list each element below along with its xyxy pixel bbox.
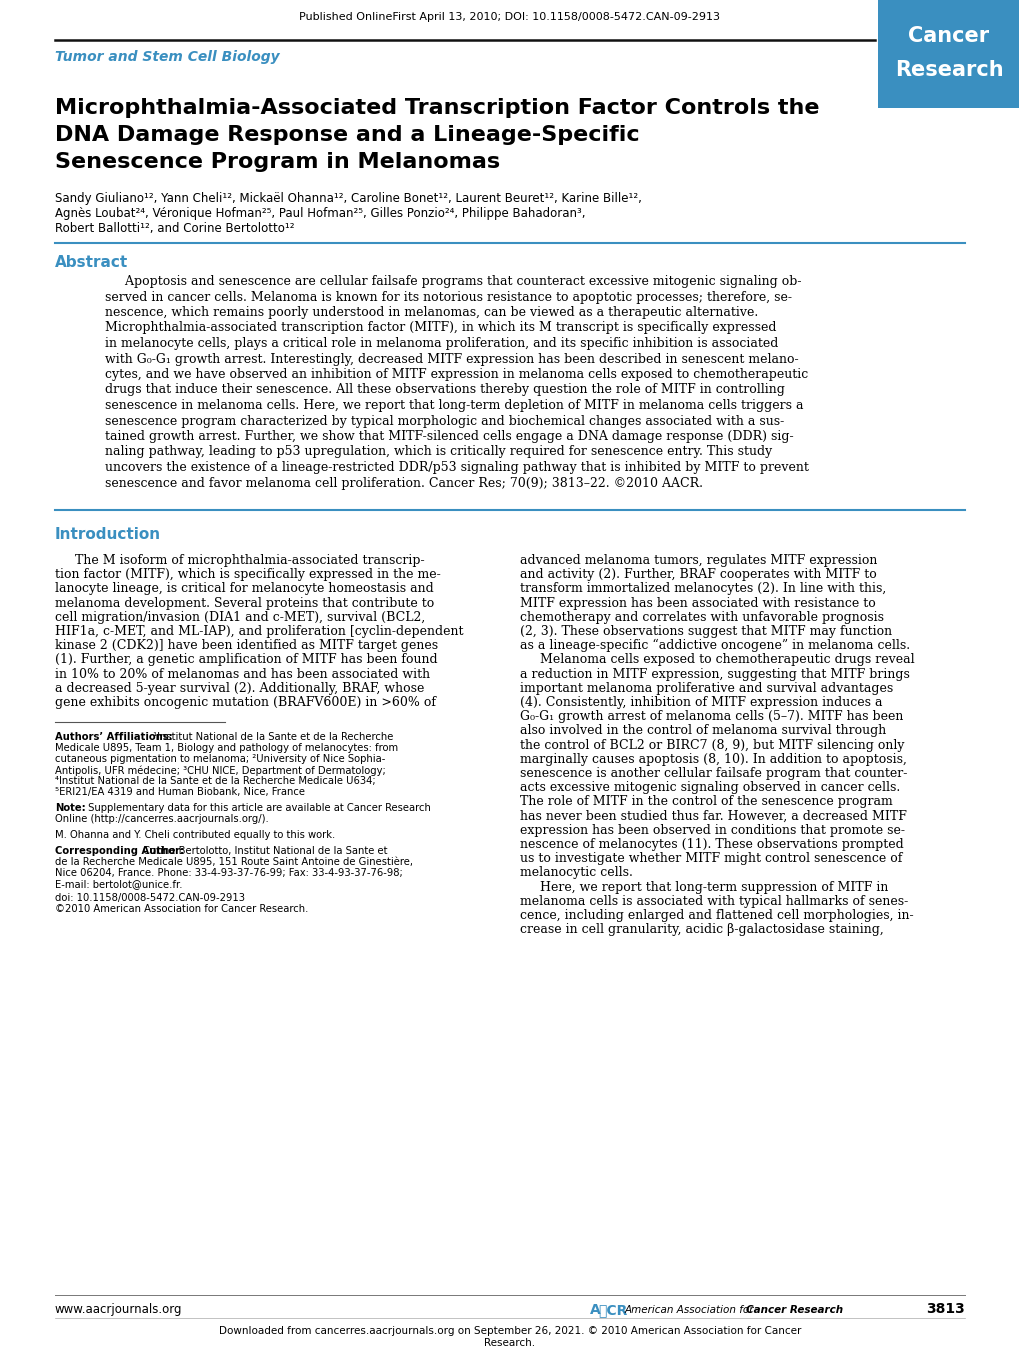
Text: naling pathway, leading to p53 upregulation, which is critically required for se: naling pathway, leading to p53 upregulat… [105,445,771,459]
Text: marginally causes apoptosis (8, 10). In addition to apoptosis,: marginally causes apoptosis (8, 10). In … [520,753,906,766]
Text: Sandy Giuliano¹², Yann Cheli¹², Mickaël Ohanna¹², Caroline Bonet¹², Laurent Beur: Sandy Giuliano¹², Yann Cheli¹², Mickaël … [55,192,641,204]
Text: a decreased 5-year survival (2). Additionally, BRAF, whose: a decreased 5-year survival (2). Additio… [55,682,424,695]
Text: a reduction in MITF expression, suggesting that MITF brings: a reduction in MITF expression, suggesti… [520,668,909,681]
Text: melanocytic cells.: melanocytic cells. [520,867,632,879]
Text: Nice 06204, France. Phone: 33-4-93-37-76-99; Fax: 33-4-93-37-76-98;: Nice 06204, France. Phone: 33-4-93-37-76… [55,868,403,879]
Text: kinase 2 (CDK2)] have been identified as MITF target genes: kinase 2 (CDK2)] have been identified as… [55,639,438,653]
Text: DNA Damage Response and a Lineage-Specific: DNA Damage Response and a Lineage-Specif… [55,125,639,145]
Text: Here, we report that long-term suppression of MITF in: Here, we report that long-term suppressi… [520,880,888,894]
Text: M. Ohanna and Y. Cheli contributed equally to this work.: M. Ohanna and Y. Cheli contributed equal… [55,830,335,841]
Text: has never been studied thus far. However, a decreased MITF: has never been studied thus far. However… [520,810,906,823]
Text: uncovers the existence of a lineage-restricted DDR/p53 signaling pathway that is: uncovers the existence of a lineage-rest… [105,460,808,474]
Text: with G₀-G₁ growth arrest. Interestingly, decreased MITF expression has been desc: with G₀-G₁ growth arrest. Interestingly,… [105,352,798,366]
Text: cytes, and we have observed an inhibition of MITF expression in melanoma cells e: cytes, and we have observed an inhibitio… [105,368,807,380]
Text: Microphthalmia-Associated Transcription Factor Controls the: Microphthalmia-Associated Transcription … [55,97,818,118]
Text: Cancer: Cancer [908,26,988,46]
Text: 3813: 3813 [925,1303,964,1316]
Text: Cancer Research: Cancer Research [745,1305,843,1315]
Text: senescence program characterized by typical morphologic and biochemical changes : senescence program characterized by typi… [105,414,784,428]
Text: (2, 3). These observations suggest that MITF may function: (2, 3). These observations suggest that … [520,626,892,638]
Text: Senescence Program in Melanomas: Senescence Program in Melanomas [55,152,499,172]
Text: doi: 10.1158/0008-5472.CAN-09-2913: doi: 10.1158/0008-5472.CAN-09-2913 [55,894,245,903]
Text: Tumor and Stem Cell Biology: Tumor and Stem Cell Biology [55,50,279,64]
Text: senescence is another cellular failsafe program that counter-: senescence is another cellular failsafe … [520,766,907,780]
Text: Abstract: Abstract [55,255,128,269]
Text: Downloaded from cancerres.aacrjournals.org on September 26, 2021. © 2010 America: Downloaded from cancerres.aacrjournals.o… [219,1326,800,1336]
Text: served in cancer cells. Melanoma is known for its notorious resistance to apopto: served in cancer cells. Melanoma is know… [105,291,791,303]
Text: in melanocyte cells, plays a critical role in melanoma proliferation, and its sp: in melanocyte cells, plays a critical ro… [105,337,777,349]
Text: Published OnlineFirst April 13, 2010; DOI: 10.1158/0008-5472.CAN-09-2913: Published OnlineFirst April 13, 2010; DO… [300,12,719,22]
Text: ⁵ERI21/EA 4319 and Human Biobank, Nice, France: ⁵ERI21/EA 4319 and Human Biobank, Nice, … [55,787,305,798]
Text: cutaneous pigmentation to melanoma; ²University of Nice Sophia-: cutaneous pigmentation to melanoma; ²Uni… [55,754,385,764]
Text: Robert Ballotti¹², and Corine Bertolotto¹²: Robert Ballotti¹², and Corine Bertolotto… [55,222,294,236]
Text: expression has been observed in conditions that promote se-: expression has been observed in conditio… [520,823,904,837]
Text: melanoma cells is associated with typical hallmarks of senes-: melanoma cells is associated with typica… [520,895,907,907]
Text: cence, including enlarged and flattened cell morphologies, in-: cence, including enlarged and flattened … [520,909,913,922]
Text: Introduction: Introduction [55,527,161,542]
Text: HIF1a, c-MET, and ML-IAP), and proliferation [cyclin-dependent: HIF1a, c-MET, and ML-IAP), and prolifera… [55,626,463,638]
Text: tion factor (MITF), which is specifically expressed in the me-: tion factor (MITF), which is specificall… [55,569,440,581]
Text: Medicale U895, Team 1, Biology and pathology of melanocytes: from: Medicale U895, Team 1, Biology and patho… [55,743,397,753]
Text: Melanoma cells exposed to chemotherapeutic drugs reveal: Melanoma cells exposed to chemotherapeut… [520,654,914,666]
Text: ⁴Institut National de la Sante et de la Recherche Medicale U634;: ⁴Institut National de la Sante et de la … [55,776,375,787]
Text: (4). Consistently, inhibition of MITF expression induces a: (4). Consistently, inhibition of MITF ex… [520,696,881,709]
Text: in 10% to 20% of melanomas and has been associated with: in 10% to 20% of melanomas and has been … [55,668,430,681]
Text: Corine Bertolotto, Institut National de la Sante et: Corine Bertolotto, Institut National de … [140,846,387,856]
Text: us to investigate whether MITF might control senescence of: us to investigate whether MITF might con… [520,852,902,865]
Text: The M isoform of microphthalmia-associated transcrip-: The M isoform of microphthalmia-associat… [55,554,424,567]
Text: MITF expression has been associated with resistance to: MITF expression has been associated with… [520,597,875,609]
Text: acts excessive mitogenic signaling observed in cancer cells.: acts excessive mitogenic signaling obser… [520,781,900,795]
Text: and activity (2). Further, BRAF cooperates with MITF to: and activity (2). Further, BRAF cooperat… [520,569,876,581]
Text: Microphthalmia-associated transcription factor (MITF), in which its M transcript: Microphthalmia-associated transcription … [105,321,775,334]
Text: tained growth arrest. Further, we show that MITF-silenced cells engage a DNA dam: tained growth arrest. Further, we show t… [105,431,793,443]
Text: de la Recherche Medicale U895, 151 Route Saint Antoine de Ginestière,: de la Recherche Medicale U895, 151 Route… [55,857,413,867]
Text: Antipolis, UFR médecine; ³CHU NICE, Department of Dermatology;: Antipolis, UFR médecine; ³CHU NICE, Depa… [55,765,385,776]
Text: important melanoma proliferative and survival advantages: important melanoma proliferative and sur… [520,682,893,695]
Text: American Association for: American Association for [625,1305,757,1315]
Text: Online (http://cancerres.aacrjournals.org/).: Online (http://cancerres.aacrjournals.or… [55,814,268,825]
Text: E-mail: bertolot@unice.fr.: E-mail: bertolot@unice.fr. [55,879,182,890]
Text: Authors’ Affiliations:: Authors’ Affiliations: [55,733,172,742]
Text: ¹Institut National de la Sante et de la Recherche: ¹Institut National de la Sante et de la … [150,733,393,742]
Text: transform immortalized melanocytes (2). In line with this,: transform immortalized melanocytes (2). … [520,582,886,596]
Text: Corresponding Author:: Corresponding Author: [55,846,184,856]
Text: Supplementary data for this article are available at Cancer Research: Supplementary data for this article are … [85,803,430,814]
Text: G₀-G₁ growth arrest of melanoma cells (5–7). MITF has been: G₀-G₁ growth arrest of melanoma cells (5… [520,711,903,723]
Text: Research: Research [894,60,1003,80]
Text: lanocyte lineage, is critical for melanocyte homeostasis and: lanocyte lineage, is critical for melano… [55,582,433,596]
Text: also involved in the control of melanoma survival through: also involved in the control of melanoma… [520,724,886,738]
Text: gene exhibits oncogenic mutation (BRAFV600E) in >60% of: gene exhibits oncogenic mutation (BRAFV6… [55,696,435,709]
Text: (1). Further, a genetic amplification of MITF has been found: (1). Further, a genetic amplification of… [55,654,437,666]
Text: cell migration/invasion (DIA1 and c-MET), survival (BCL2,: cell migration/invasion (DIA1 and c-MET)… [55,611,425,624]
Text: www.aacrjournals.org: www.aacrjournals.org [55,1303,182,1316]
Text: the control of BCL2 or BIRC7 (8, 9), but MITF silencing only: the control of BCL2 or BIRC7 (8, 9), but… [520,738,904,751]
Text: nescence, which remains poorly understood in melanomas, can be viewed as a thera: nescence, which remains poorly understoo… [105,306,757,320]
Text: drugs that induce their senescence. All these observations thereby question the : drugs that induce their senescence. All … [105,383,784,397]
Text: senescence in melanoma cells. Here, we report that long-term depletion of MITF i: senescence in melanoma cells. Here, we r… [105,399,803,412]
Text: chemotherapy and correlates with unfavorable prognosis: chemotherapy and correlates with unfavor… [520,611,883,624]
Text: nescence of melanocytes (11). These observations prompted: nescence of melanocytes (11). These obse… [520,838,903,852]
Bar [877,0,1019,108]
Text: crease in cell granularity, acidic β-galactosidase staining,: crease in cell granularity, acidic β-gal… [520,923,882,936]
Text: The role of MITF in the control of the senescence program: The role of MITF in the control of the s… [520,795,892,808]
Text: senescence and favor melanoma cell proliferation. Cancer Res; 70(9); 3813–22. ©2: senescence and favor melanoma cell proli… [105,477,702,490]
Text: Agnès Loubat²⁴, Véronique Hofman²⁵, Paul Hofman²⁵, Gilles Ponzio²⁴, Philippe Bah: Agnès Loubat²⁴, Véronique Hofman²⁵, Paul… [55,207,585,219]
Text: melanoma development. Several proteins that contribute to: melanoma development. Several proteins t… [55,597,434,609]
Text: Note:: Note: [55,803,86,814]
Text: Research.: Research. [484,1338,535,1349]
Text: ©2010 American Association for Cancer Research.: ©2010 American Association for Cancer Re… [55,904,308,914]
Text: advanced melanoma tumors, regulates MITF expression: advanced melanoma tumors, regulates MITF… [520,554,876,567]
Text: A: A [589,1303,600,1317]
Text: ⎯CR: ⎯CR [597,1303,627,1317]
Text: Apoptosis and senescence are cellular failsafe programs that counteract excessiv: Apoptosis and senescence are cellular fa… [105,275,801,288]
Text: as a lineage-specific “addictive oncogene” in melanoma cells.: as a lineage-specific “addictive oncogen… [520,639,909,653]
